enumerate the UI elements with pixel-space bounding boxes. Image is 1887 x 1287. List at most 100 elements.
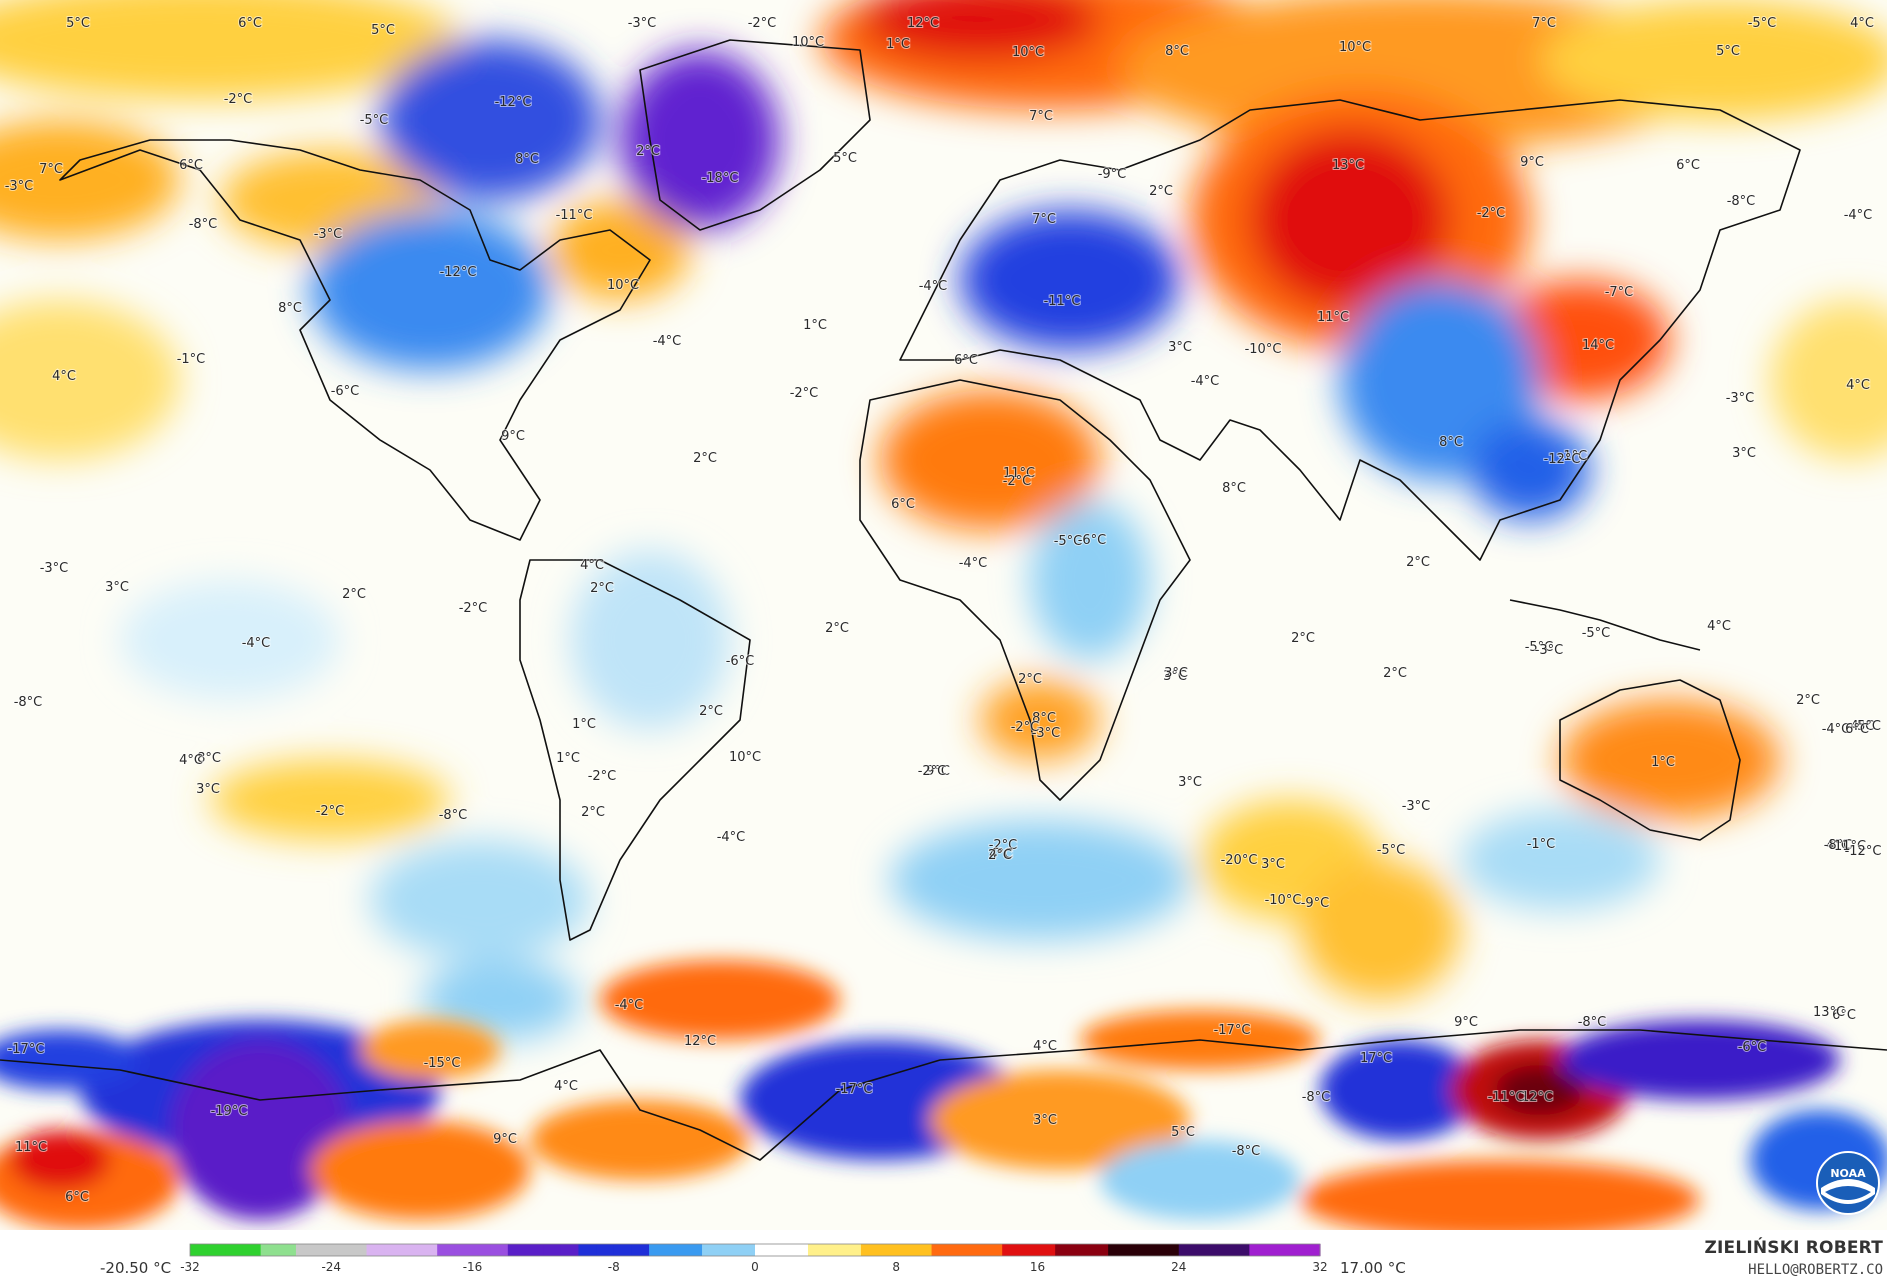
colorbar-segment	[1214, 1244, 1233, 1256]
temperature-label: -18°C	[702, 171, 739, 186]
temperature-label: -2°C	[316, 804, 345, 819]
temperature-label: -15°C	[424, 1056, 461, 1071]
temperature-label: 9°C	[926, 764, 950, 779]
temperature-label: -11°C	[1044, 294, 1081, 309]
temperature-label: -5°C	[1748, 16, 1777, 31]
colorbar-segment	[242, 1244, 262, 1256]
temperature-label: -6°C	[726, 654, 755, 669]
temperature-label: 4°C	[580, 558, 604, 573]
temperature-label: 4°C	[179, 753, 203, 768]
temperature-label: -10°C	[1265, 893, 1302, 908]
colorbar-segment	[1143, 1244, 1162, 1256]
colorbar-segment	[719, 1244, 738, 1256]
colorbar-segment	[348, 1244, 368, 1256]
temperature-label: -4°C	[653, 334, 682, 349]
temperature-label: -2°C	[748, 16, 777, 31]
temperature-label: 10°C	[1012, 45, 1044, 60]
temperature-label: 6°C	[65, 1190, 89, 1205]
colorbar-segment	[490, 1244, 509, 1256]
temperature-label: 1°C	[886, 37, 910, 52]
temperature-label: 1°C	[803, 318, 827, 333]
temperature-label: -4°C	[242, 636, 271, 651]
temperature-label: 11°C	[1003, 466, 1035, 481]
colorbar-segment	[966, 1244, 986, 1256]
temperature-label: 10°C	[792, 35, 824, 50]
temperature-label: 13°C	[1813, 1005, 1845, 1020]
temperature-label: -4°C	[1846, 719, 1875, 734]
colorbar-segment	[543, 1244, 562, 1256]
colorbar-tick-label: 0	[751, 1260, 759, 1274]
temperature-label: -5°C	[1582, 626, 1611, 641]
temperature-label: -5°C	[1377, 843, 1406, 858]
temperature-label: 4°C	[1850, 16, 1874, 31]
temperature-label: 3°C	[196, 782, 220, 797]
temperature-label: -17°C	[1214, 1023, 1251, 1038]
temperature-label: 1°C	[572, 717, 596, 732]
temperature-label: -2°C	[1003, 474, 1032, 489]
colorbar-tick-label: 32	[1312, 1260, 1327, 1274]
temperature-label: 6°C	[179, 158, 203, 173]
colorbar-segment	[737, 1244, 756, 1256]
temperature-label: 5°C	[833, 151, 857, 166]
colorbar-segment	[1090, 1244, 1109, 1256]
temperature-label: -4°C	[919, 279, 948, 294]
temperature-label: -8°C	[189, 217, 218, 232]
colorbar-segment	[913, 1244, 933, 1256]
author-name: ZIELIŃSKI ROBERT	[1704, 1238, 1883, 1258]
temperature-label: 12°C	[907, 16, 939, 31]
temperature-label: 2°C	[699, 704, 723, 719]
temperature-label: -5°C	[360, 113, 389, 128]
colorbar-segment	[525, 1244, 544, 1256]
temperature-label: 4°C	[554, 1079, 578, 1094]
temperature-label: -10°C	[1245, 342, 1282, 357]
colorbar-segment	[419, 1244, 438, 1256]
temperature-label: 10°C	[607, 278, 639, 293]
temperature-label: -8°C	[1727, 194, 1756, 209]
colorbar-segment	[931, 1244, 950, 1256]
temperature-label: 5°C	[1716, 44, 1740, 59]
temperature-label: -4°C	[959, 556, 988, 571]
colorbar-segment	[1284, 1244, 1303, 1256]
temperature-label: 3°C	[1178, 775, 1202, 790]
temperature-label: -4°C	[1822, 722, 1851, 737]
temperature-label: -11°C	[556, 208, 593, 223]
antarctica-outline	[0, 1029, 1887, 1161]
africa-outline	[859, 379, 1191, 801]
south-america-outline	[519, 559, 751, 941]
temperature-label: 11°C	[1834, 839, 1866, 854]
temperature-label: -4°C	[1191, 374, 1220, 389]
temperature-label: -8°C	[439, 808, 468, 823]
colorbar-segment	[878, 1244, 897, 1256]
temperature-label: -2°C	[790, 386, 819, 401]
temperature-label: 8°C	[1165, 44, 1189, 59]
min-value-label: -20.50 °C	[100, 1259, 172, 1277]
temperature-label: 14°C	[1582, 338, 1614, 353]
colorbar-segment	[1196, 1244, 1215, 1256]
colorbar-segment	[260, 1244, 279, 1256]
max-value-label: 17.00 °C	[1340, 1259, 1406, 1277]
temperature-label: 3°C	[105, 580, 129, 595]
temperature-label: -2°C	[588, 769, 617, 784]
temperature-label: -1°C	[177, 352, 206, 367]
temperature-label: 2°C	[825, 621, 849, 636]
temperature-label: 9°C	[1520, 155, 1544, 170]
colorbar-segment	[896, 1244, 915, 1256]
colorbar-segment	[1055, 1244, 1074, 1256]
temperature-label: 3°C	[1163, 669, 1187, 684]
colorbar-segment	[313, 1244, 332, 1256]
colorbar-segment	[1161, 1244, 1180, 1256]
indonesia-outline	[1509, 599, 1701, 651]
temperature-label: 4°C	[989, 847, 1013, 862]
temperature-label: 7°C	[1029, 109, 1053, 124]
temperature-label: -2°C	[1011, 720, 1040, 735]
temperature-label: 6°C	[1845, 722, 1869, 737]
temperature-label: 8°C	[1222, 481, 1246, 496]
temperature-label: 7°C	[39, 162, 63, 177]
temperature-label: -11°C	[1488, 1090, 1525, 1105]
temperature-label: -12°C	[1845, 844, 1882, 859]
colorbar-segment	[437, 1244, 456, 1256]
colorbar-ticks: -32 -24 -16 -8 0 8 16 24 32	[180, 1260, 1327, 1274]
temperature-label: 2°C	[1406, 555, 1430, 570]
temperature-label: 6°C	[954, 353, 978, 368]
temperature-label: 7°C	[1032, 212, 1056, 227]
